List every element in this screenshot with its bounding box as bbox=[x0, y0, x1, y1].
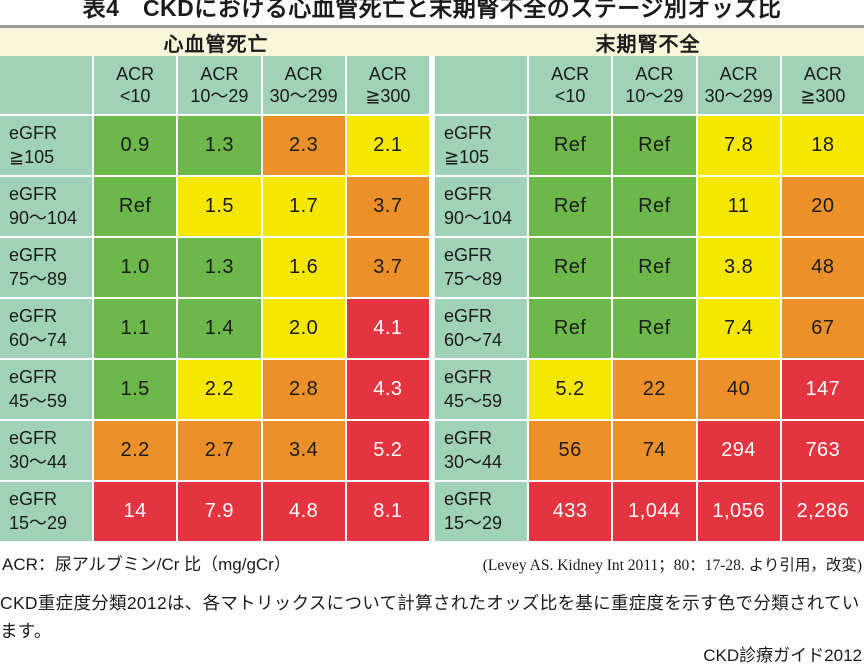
col-header-acr-ge300: ACR ≧300 bbox=[346, 56, 429, 114]
odds-cell: 7.8 bbox=[697, 116, 780, 175]
odds-cell: 2,286 bbox=[781, 482, 864, 541]
row-header-egfr: eGFR ≧105 bbox=[435, 116, 527, 175]
odds-cell: 1.3 bbox=[178, 238, 261, 297]
col-header-acr-ge300: ACR ≧300 bbox=[781, 56, 864, 114]
odds-cell: 1,044 bbox=[613, 482, 696, 541]
row-header-egfr: eGFR 75〜89 bbox=[435, 238, 527, 297]
odds-cell: Ref bbox=[613, 116, 696, 175]
odds-cell: Ref bbox=[529, 299, 612, 358]
odds-cell: 1.7 bbox=[262, 177, 345, 236]
odds-cell: 3.4 bbox=[262, 421, 345, 480]
odds-cell: 2.8 bbox=[262, 360, 345, 419]
row-header-egfr: eGFR 75〜89 bbox=[0, 238, 92, 297]
col-header-acr-10-29: ACR 10〜29 bbox=[613, 56, 696, 114]
col-header-acr-30-299: ACR 30〜299 bbox=[262, 56, 345, 114]
col-header-acr-30-299: ACR 30〜299 bbox=[697, 56, 780, 114]
row-header-egfr: eGFR 15〜29 bbox=[0, 482, 92, 541]
odds-cell: 4.1 bbox=[346, 299, 429, 358]
odds-cell: 4.3 bbox=[346, 360, 429, 419]
section-title-cardiovascular-death: 心血管死亡 bbox=[163, 33, 269, 56]
acr-definition: ACR：尿アルブミン/Cr 比（mg/gCr） bbox=[2, 555, 291, 574]
col-header-acr-lt10: ACR <10 bbox=[94, 56, 177, 114]
odds-cell: 147 bbox=[781, 360, 864, 419]
odds-cell: 7.4 bbox=[697, 299, 780, 358]
row-header-egfr: eGFR ≧105 bbox=[0, 116, 92, 175]
row-header-egfr: eGFR 30〜44 bbox=[0, 421, 92, 480]
row-header-egfr: eGFR 45〜59 bbox=[0, 360, 92, 419]
table-esrd: ACR <10 ACR 10〜29 ACR 30〜299 ACR ≧300 eG… bbox=[435, 56, 864, 541]
title-divider bbox=[0, 25, 864, 28]
odds-cell: 1.4 bbox=[178, 299, 261, 358]
odds-cell: 7.9 bbox=[178, 482, 261, 541]
odds-cell: 2.2 bbox=[94, 421, 177, 480]
odds-cell: 4.8 bbox=[262, 482, 345, 541]
odds-cell: 1.0 bbox=[94, 238, 177, 297]
odds-cell: Ref bbox=[529, 116, 612, 175]
col-header-acr-10-29: ACR 10〜29 bbox=[178, 56, 261, 114]
odds-cell: 56 bbox=[529, 421, 612, 480]
row-header-egfr: eGFR 45〜59 bbox=[435, 360, 527, 419]
severity-description: CKD重症度分類2012は、各マトリックスについて計算されたオッズ比を基に重症度… bbox=[0, 593, 860, 641]
odds-cell: 1.3 bbox=[178, 116, 261, 175]
odds-cell: 2.0 bbox=[262, 299, 345, 358]
row-header-egfr: eGFR 30〜44 bbox=[435, 421, 527, 480]
odds-cell: 8.1 bbox=[346, 482, 429, 541]
corner-cell bbox=[435, 56, 527, 114]
col-header-acr-lt10: ACR <10 bbox=[529, 56, 612, 114]
odds-cell: 1,056 bbox=[697, 482, 780, 541]
odds-cell: 3.7 bbox=[346, 177, 429, 236]
odds-cell: 67 bbox=[781, 299, 864, 358]
row-header-egfr: eGFR 90〜104 bbox=[0, 177, 92, 236]
odds-cell: 22 bbox=[613, 360, 696, 419]
odds-cell: 1.5 bbox=[94, 360, 177, 419]
odds-cell: Ref bbox=[529, 177, 612, 236]
odds-cell: 763 bbox=[781, 421, 864, 480]
odds-cell: 1.1 bbox=[94, 299, 177, 358]
citation: (Levey AS. Kidney Int 2011；80：17-28. より引… bbox=[482, 557, 862, 574]
footnote-row: ACR：尿アルブミン/Cr 比（mg/gCr） (Levey AS. Kidne… bbox=[0, 550, 864, 575]
row-header-egfr: eGFR 60〜74 bbox=[435, 299, 527, 358]
section-title-esrd: 末期腎不全 bbox=[595, 33, 701, 56]
odds-cell: 294 bbox=[697, 421, 780, 480]
row-header-egfr: eGFR 90〜104 bbox=[435, 177, 527, 236]
source-label: CKD診療ガイド2012 bbox=[703, 646, 862, 665]
odds-cell: 11 bbox=[697, 177, 780, 236]
odds-cell: 5.2 bbox=[346, 421, 429, 480]
section-header-band: 心血管死亡 末期腎不全 bbox=[0, 28, 864, 56]
odds-cell: Ref bbox=[613, 299, 696, 358]
odds-cell: 1.6 bbox=[262, 238, 345, 297]
tables-container: ACR <10 ACR 10〜29 ACR 30〜299 ACR ≧300 eG… bbox=[0, 56, 864, 541]
odds-cell: 3.8 bbox=[697, 238, 780, 297]
odds-cell: 433 bbox=[529, 482, 612, 541]
odds-cell: Ref bbox=[529, 238, 612, 297]
odds-cell: 2.7 bbox=[178, 421, 261, 480]
odds-cell: Ref bbox=[613, 177, 696, 236]
row-header-egfr: eGFR 60〜74 bbox=[0, 299, 92, 358]
odds-cell: 14 bbox=[94, 482, 177, 541]
page-title: 表4 CKDにおける心血管死亡と末期腎不全のステージ別オッズ比 bbox=[82, 0, 782, 21]
row-header-egfr: eGFR 15〜29 bbox=[435, 482, 527, 541]
corner-cell bbox=[0, 56, 92, 114]
odds-cell: 5.2 bbox=[529, 360, 612, 419]
odds-cell: 1.5 bbox=[178, 177, 261, 236]
odds-cell: Ref bbox=[94, 177, 177, 236]
odds-cell: 0.9 bbox=[94, 116, 177, 175]
odds-cell: 2.1 bbox=[346, 116, 429, 175]
odds-cell: Ref bbox=[613, 238, 696, 297]
odds-cell: 18 bbox=[781, 116, 864, 175]
odds-cell: 74 bbox=[613, 421, 696, 480]
odds-cell: 3.7 bbox=[346, 238, 429, 297]
odds-cell: 2.3 bbox=[262, 116, 345, 175]
odds-cell: 20 bbox=[781, 177, 864, 236]
odds-cell: 40 bbox=[697, 360, 780, 419]
odds-cell: 48 bbox=[781, 238, 864, 297]
odds-cell: 2.2 bbox=[178, 360, 261, 419]
table-cardiovascular-death: ACR <10 ACR 10〜29 ACR 30〜299 ACR ≧300 eG… bbox=[0, 56, 429, 541]
